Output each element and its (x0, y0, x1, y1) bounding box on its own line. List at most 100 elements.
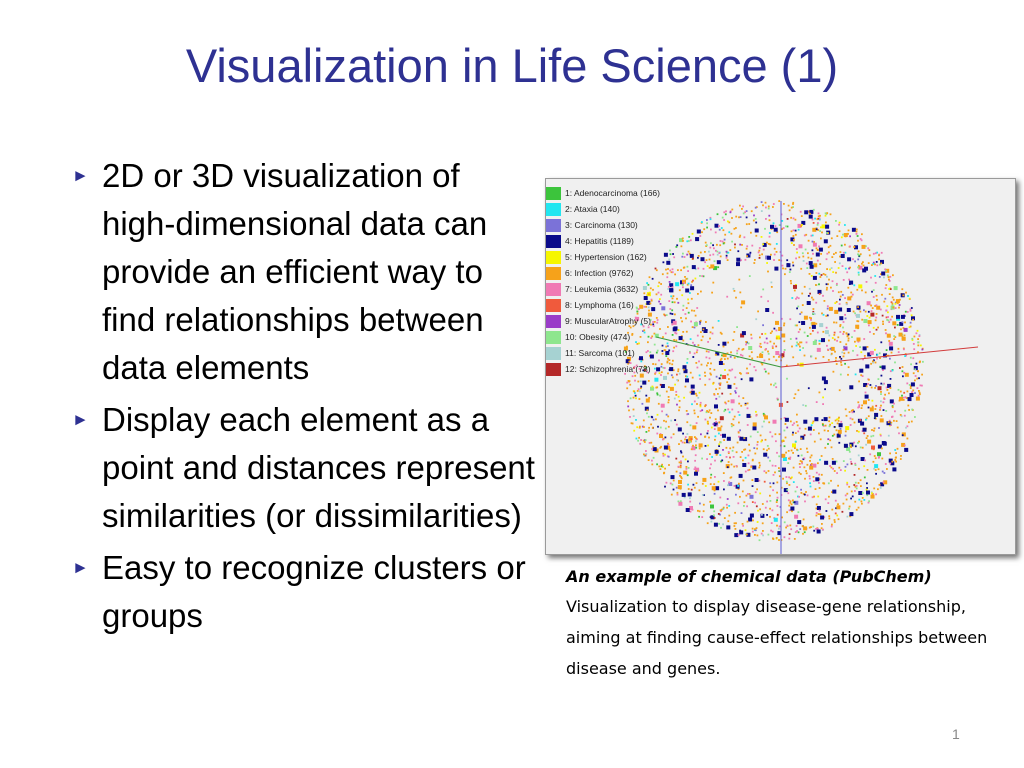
data-point (830, 286, 832, 289)
data-point (687, 282, 690, 285)
data-point (754, 478, 759, 482)
data-point (706, 265, 709, 267)
data-point (828, 420, 830, 423)
data-point (756, 431, 759, 433)
data-point (633, 429, 636, 432)
data-point (863, 499, 866, 501)
data-point (853, 441, 855, 444)
data-point (643, 331, 646, 334)
data-point (760, 236, 763, 238)
data-point (790, 282, 792, 285)
data-point (729, 211, 732, 214)
data-point (742, 397, 745, 399)
data-point (756, 356, 759, 358)
data-point (794, 440, 797, 443)
data-point (906, 390, 909, 393)
data-point (635, 341, 637, 343)
data-point (649, 351, 652, 354)
data-point (773, 247, 776, 250)
data-point (738, 473, 743, 478)
data-point (844, 465, 847, 468)
data-point (770, 224, 774, 229)
data-point (767, 447, 770, 450)
data-point (831, 256, 834, 258)
data-point (708, 266, 711, 269)
data-point (642, 439, 645, 442)
data-point (675, 457, 678, 460)
data-point (735, 493, 737, 496)
data-point (874, 387, 876, 389)
data-point (651, 277, 654, 280)
data-point (676, 493, 679, 496)
data-point (889, 452, 891, 455)
data-point (680, 461, 682, 464)
data-point (685, 330, 688, 333)
data-point (663, 367, 666, 369)
data-point (921, 348, 924, 351)
data-point (889, 378, 892, 380)
data-point (685, 508, 690, 512)
data-point (660, 371, 663, 374)
data-point (841, 265, 844, 267)
data-point (909, 321, 912, 324)
data-point (729, 210, 732, 213)
data-point (768, 219, 771, 222)
data-point (676, 373, 678, 376)
data-point (755, 410, 757, 413)
data-point (688, 252, 691, 255)
data-point (846, 483, 849, 486)
data-point (887, 311, 889, 314)
data-point (671, 483, 674, 486)
data-point (857, 253, 859, 256)
data-point (838, 262, 841, 265)
data-point (735, 215, 738, 218)
data-point (885, 269, 887, 272)
data-point (661, 273, 664, 276)
data-point (698, 360, 700, 363)
data-point (709, 331, 712, 334)
data-point (885, 309, 888, 312)
legend-swatch (546, 362, 561, 376)
data-point (773, 327, 776, 330)
data-point (700, 257, 705, 262)
data-point (844, 235, 847, 238)
data-point (864, 391, 867, 394)
data-point (847, 333, 850, 336)
data-point (760, 295, 763, 298)
data-point (703, 329, 708, 333)
data-point (741, 348, 744, 351)
data-point (912, 318, 914, 321)
data-point (741, 354, 744, 357)
data-point (837, 417, 840, 420)
data-point (825, 288, 828, 291)
data-point (816, 527, 819, 530)
data-point (847, 366, 850, 369)
data-point (722, 242, 725, 245)
data-point (792, 452, 794, 454)
data-point (769, 515, 771, 518)
data-point (817, 495, 820, 498)
data-point (689, 338, 692, 340)
data-point (702, 477, 707, 482)
data-point (813, 241, 815, 243)
legend-label: 1: Adenocarcinoma (166) (565, 188, 660, 198)
data-point (737, 431, 740, 434)
scatter-plot-figure: 1: Adenocarcinoma (166) 2: Ataxia (140) 3:… (545, 178, 1016, 555)
data-point (834, 261, 836, 263)
data-point (874, 319, 877, 322)
data-point (893, 338, 896, 340)
data-point (870, 276, 872, 279)
data-point (650, 299, 653, 302)
data-point (913, 335, 916, 338)
data-point (831, 508, 834, 511)
data-point (743, 448, 745, 451)
data-point (706, 410, 708, 412)
data-point (796, 530, 798, 532)
data-point (803, 419, 808, 424)
data-point (679, 472, 682, 475)
data-point (807, 210, 810, 213)
data-point (832, 370, 835, 373)
data-point (855, 487, 858, 490)
data-point (871, 492, 873, 495)
data-point (817, 513, 820, 515)
